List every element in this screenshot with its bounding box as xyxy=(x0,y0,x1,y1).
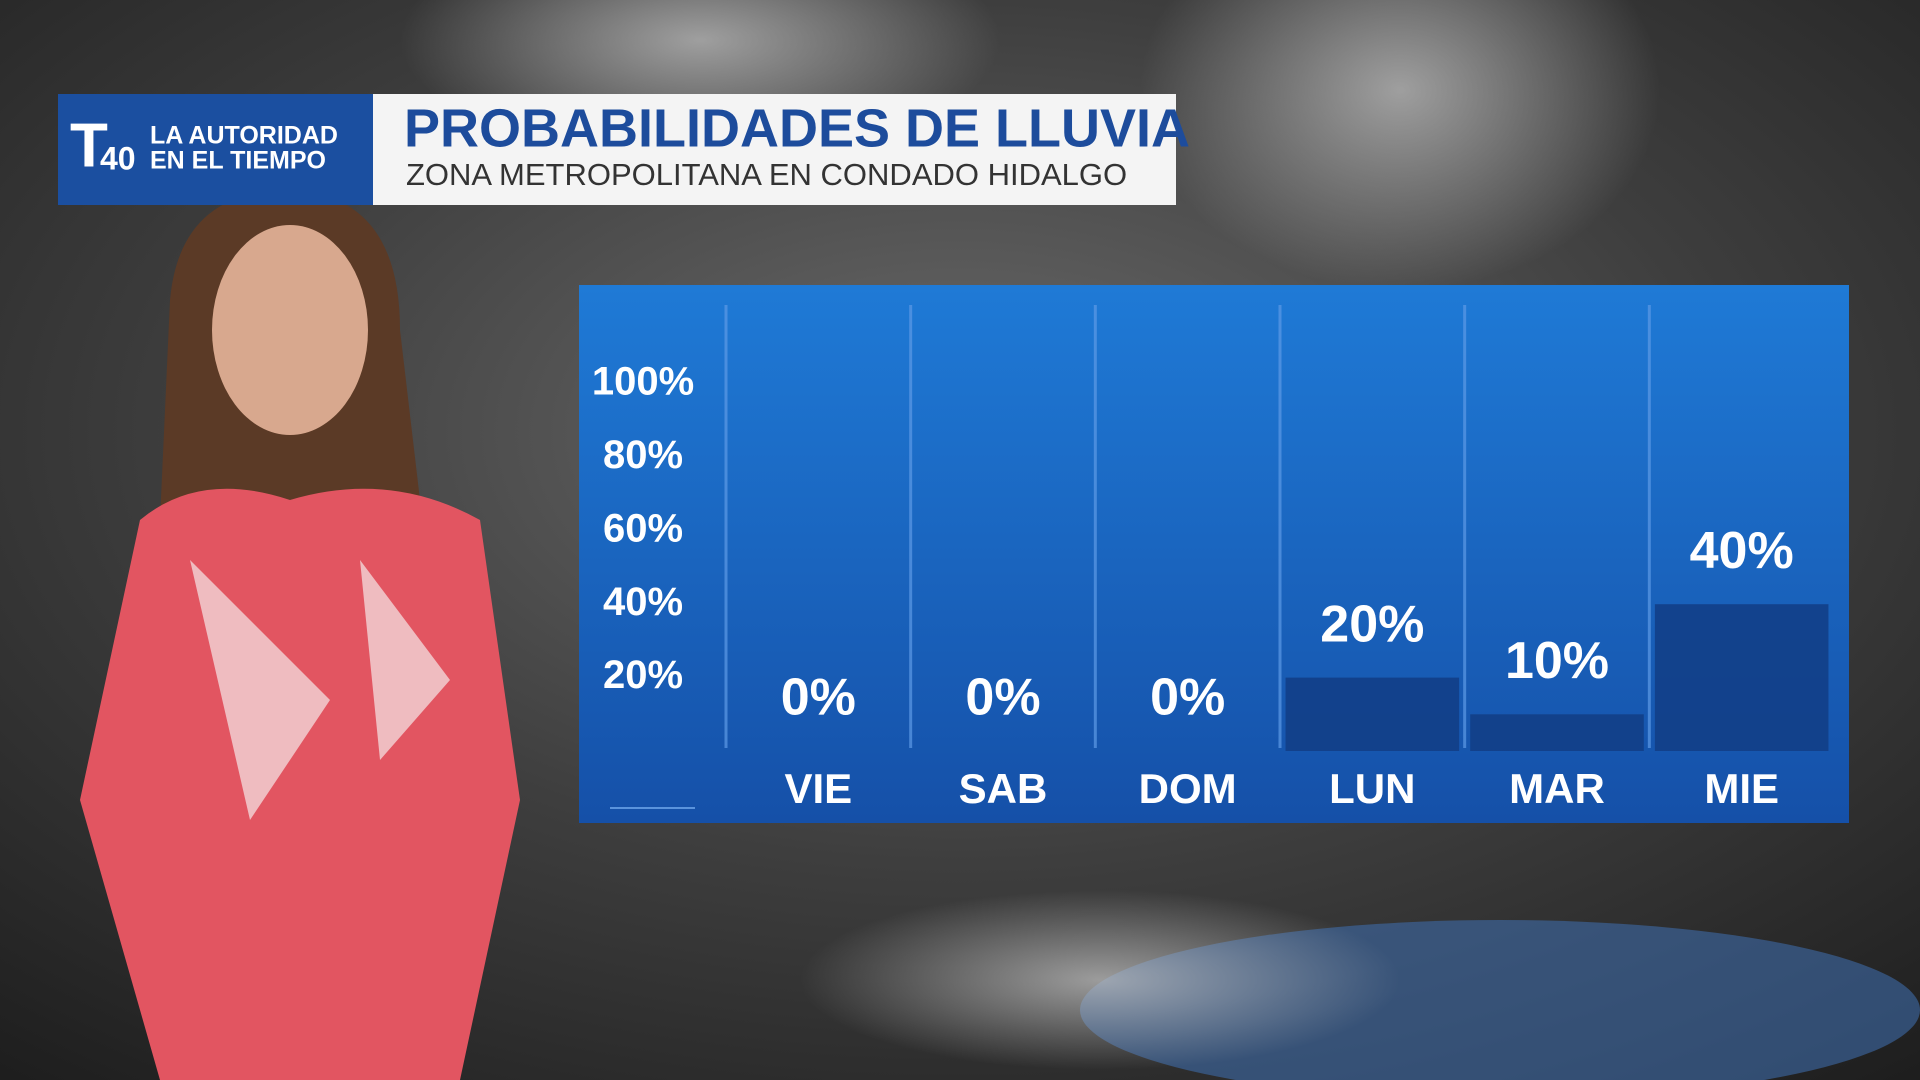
x-tick-label: VIE xyxy=(784,765,852,812)
chart-subtitle: ZONA METROPOLITANA EN CONDADO HIDALGO xyxy=(406,157,1127,192)
value-label: 0% xyxy=(965,669,1040,727)
x-tick-label: MAR xyxy=(1509,765,1605,812)
y-tick-label: 20% xyxy=(603,653,683,697)
title-box xyxy=(373,94,1176,205)
plot: 20% 40% 60% 80% 100% VIE 0% SAB 0% DOM 0% LUN 20% MAR… xyxy=(592,305,1829,812)
x-tick-label: LUN xyxy=(1329,765,1415,812)
brand-line: EN EL TIEMPO xyxy=(150,147,326,175)
y-tick-label: 60% xyxy=(603,506,683,550)
x-tick-label: MIE xyxy=(1704,765,1779,812)
value-label: 20% xyxy=(1320,595,1424,653)
cloud xyxy=(800,890,1400,1070)
value-label: 10% xyxy=(1505,632,1609,690)
value-label: 0% xyxy=(781,669,856,727)
y-tick-label: 100% xyxy=(592,360,694,404)
logo-box xyxy=(58,94,373,205)
bar xyxy=(1470,714,1644,751)
cloud xyxy=(1140,0,1660,290)
bar xyxy=(1285,677,1460,751)
brand-line: LA AUTORIDAD xyxy=(150,122,338,150)
y-tick-label: 40% xyxy=(603,580,683,624)
value-label: 0% xyxy=(1150,669,1225,727)
channel-number: 40 xyxy=(100,140,136,176)
x-tick-label: SAB xyxy=(959,765,1048,812)
chart-title: PROBABILIDADES DE LLUVIA xyxy=(404,98,1190,158)
y-tick-label: 80% xyxy=(603,433,683,477)
presenter xyxy=(80,190,520,1080)
x-tick-label: DOM xyxy=(1139,765,1237,812)
bar xyxy=(1654,604,1829,751)
logo-t: T xyxy=(70,111,108,180)
value-label: 40% xyxy=(1690,522,1794,580)
